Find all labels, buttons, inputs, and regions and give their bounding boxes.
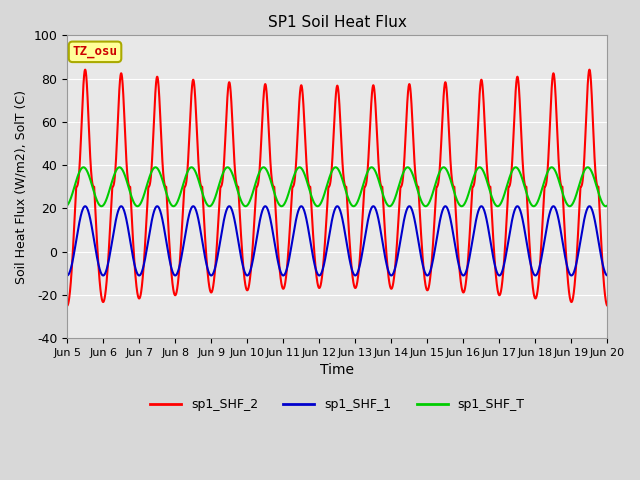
Text: TZ_osu: TZ_osu (72, 45, 118, 59)
Line: sp1_SHF_2: sp1_SHF_2 (67, 70, 607, 306)
sp1_SHF_1 (489, 251, 497, 256)
sp1_SHF_2 (63, 303, 71, 309)
Title: SP1 Soil Heat Flux: SP1 Soil Heat Flux (268, 15, 407, 30)
sp1_SHF_T (604, 203, 611, 208)
sp1_SHF_2 (602, 297, 609, 302)
sp1_SHF_2 (179, 210, 187, 216)
sp1_SHF_1 (63, 273, 71, 278)
X-axis label: Time: Time (320, 363, 355, 377)
sp1_SHF_T (173, 200, 181, 205)
sp1_SHF_2 (489, 223, 497, 229)
sp1_SHF_2 (266, 142, 273, 148)
sp1_SHF_2 (412, 176, 420, 181)
sp1_SHF_1 (266, 212, 273, 218)
sp1_SHF_T (266, 174, 273, 180)
Line: sp1_SHF_1: sp1_SHF_1 (67, 206, 607, 276)
sp1_SHF_2 (604, 303, 611, 309)
sp1_SHF_1 (602, 271, 609, 276)
sp1_SHF_1 (173, 271, 181, 276)
sp1_SHF_T (602, 204, 609, 209)
sp1_SHF_T (134, 204, 141, 209)
sp1_SHF_T (179, 183, 187, 189)
Line: sp1_SHF_T: sp1_SHF_T (67, 168, 607, 206)
sp1_SHF_1 (81, 204, 89, 209)
sp1_SHF_1 (412, 223, 420, 229)
sp1_SHF_1 (179, 247, 187, 252)
sp1_SHF_2 (81, 67, 89, 72)
sp1_SHF_2 (173, 287, 181, 292)
sp1_SHF_1 (604, 273, 611, 278)
Y-axis label: Soil Heat Flux (W/m2), SolT (C): Soil Heat Flux (W/m2), SolT (C) (15, 90, 28, 284)
sp1_SHF_T (116, 165, 124, 170)
sp1_SHF_T (412, 181, 420, 187)
Legend: sp1_SHF_2, sp1_SHF_1, sp1_SHF_T: sp1_SHF_2, sp1_SHF_1, sp1_SHF_T (145, 393, 530, 416)
sp1_SHF_T (489, 196, 497, 202)
sp1_SHF_T (63, 203, 71, 208)
